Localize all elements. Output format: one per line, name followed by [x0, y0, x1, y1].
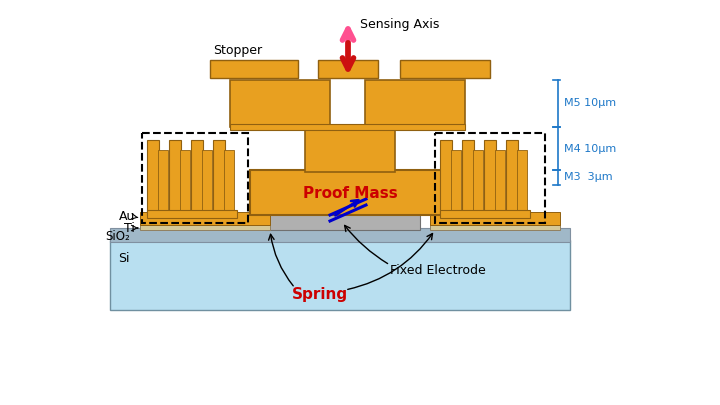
Bar	[430, 212, 560, 225]
Bar	[517, 150, 527, 215]
Text: Stopper: Stopper	[213, 44, 262, 57]
Text: M5 10μm: M5 10μm	[564, 98, 616, 109]
Bar	[473, 150, 483, 215]
Bar	[462, 140, 474, 215]
Bar	[230, 124, 465, 130]
Bar	[140, 212, 270, 225]
Bar	[318, 60, 378, 78]
Bar	[365, 80, 465, 127]
Bar	[305, 125, 395, 172]
Text: Si: Si	[119, 252, 130, 264]
Bar	[147, 210, 237, 218]
Bar	[202, 150, 212, 215]
Bar	[495, 150, 505, 215]
Text: Au: Au	[119, 211, 135, 224]
Bar	[140, 224, 270, 230]
Text: Fixed Electrode: Fixed Electrode	[390, 264, 486, 277]
Text: Ti: Ti	[124, 222, 135, 234]
Bar	[484, 140, 496, 215]
Bar	[191, 140, 203, 215]
Bar	[147, 140, 159, 215]
Bar	[230, 80, 330, 127]
Bar	[440, 140, 452, 215]
Bar	[213, 140, 225, 215]
Bar	[210, 60, 298, 78]
Bar	[506, 140, 518, 215]
Text: Proof Mass: Proof Mass	[302, 185, 397, 200]
Bar	[169, 140, 181, 215]
Bar	[110, 240, 570, 310]
Bar	[224, 150, 234, 215]
Bar	[440, 210, 530, 218]
Bar	[400, 60, 490, 78]
Bar	[180, 150, 190, 215]
Bar	[142, 133, 248, 223]
Bar	[158, 150, 168, 215]
Bar	[435, 133, 545, 223]
Bar	[430, 224, 560, 230]
Bar	[451, 150, 461, 215]
Bar	[110, 228, 570, 242]
Text: Spring: Spring	[292, 288, 348, 303]
Text: M4 10μm: M4 10μm	[564, 143, 616, 153]
Bar	[265, 214, 420, 230]
Text: Sensing Axis: Sensing Axis	[360, 18, 439, 31]
Bar	[250, 170, 450, 215]
Text: M3  3μm: M3 3μm	[564, 173, 613, 183]
Text: SiO₂: SiO₂	[105, 230, 130, 243]
